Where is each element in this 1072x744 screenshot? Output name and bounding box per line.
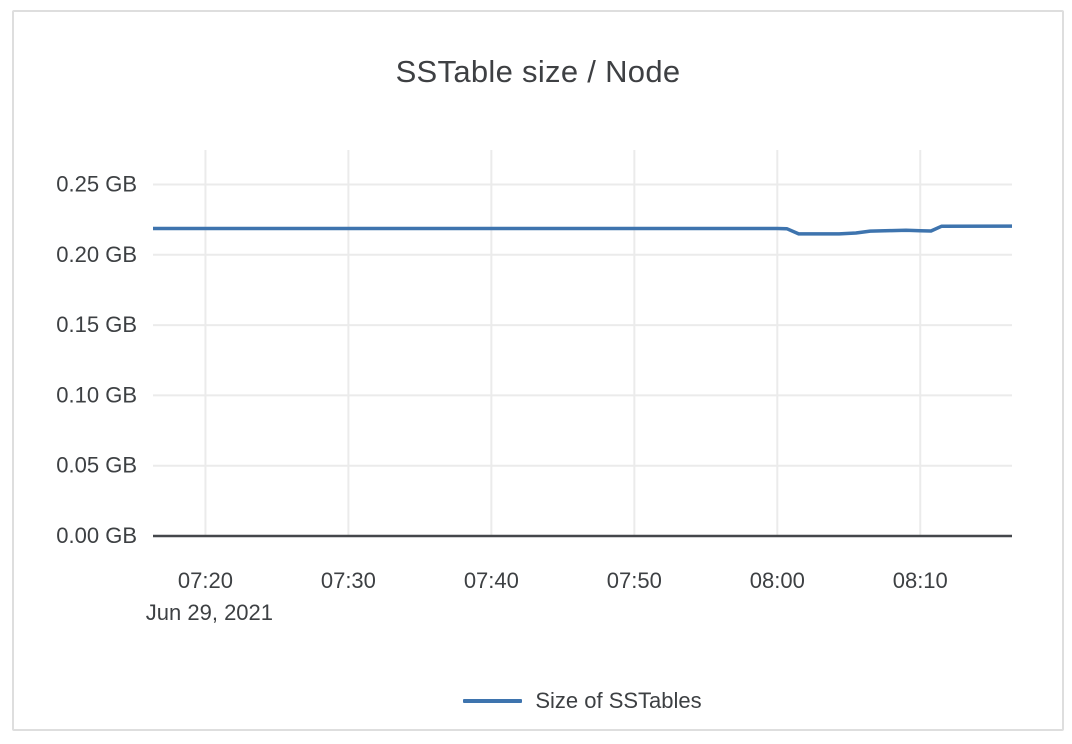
x-tick-label: 07:40	[464, 568, 519, 593]
series-line-size-of-sstables[interactable]	[153, 224, 1013, 236]
x-tick-labels: 07:20 07:30 07:40 07:50 08:00 08:10	[178, 568, 948, 593]
x-axis-date-label: Jun 29, 2021	[146, 600, 273, 625]
legend-item-size-of-sstables[interactable]: Size of SSTables	[153, 688, 1012, 713]
legend-line-swatch	[463, 699, 523, 703]
y-tick-label: 0.15 GB	[56, 312, 137, 337]
legend-label: Size of SSTables	[535, 688, 702, 713]
x-tick-label: 07:30	[321, 568, 376, 593]
y-tick-label: 0.20 GB	[56, 242, 137, 267]
y-tick-label: 0.10 GB	[56, 382, 137, 407]
x-tick-label: 08:00	[750, 568, 805, 593]
y-tick-labels: 0.00 GB 0.05 GB 0.10 GB 0.15 GB 0.20 GB 0.25 …	[56, 171, 137, 548]
chart-panel: SSTable size / Node	[12, 10, 1064, 731]
chart-title: SSTable size / Node	[395, 54, 681, 89]
horizontal-gridlines	[153, 183, 1012, 467]
y-tick-label: 0.00 GB	[56, 523, 137, 548]
y-tick-label: 0.25 GB	[56, 171, 137, 196]
x-tick-label: 07:20	[178, 568, 233, 593]
vertical-gridlines	[204, 150, 922, 536]
y-tick-label: 0.05 GB	[56, 453, 137, 478]
x-tick-label: 08:10	[893, 568, 948, 593]
x-tick-label: 07:50	[607, 568, 662, 593]
